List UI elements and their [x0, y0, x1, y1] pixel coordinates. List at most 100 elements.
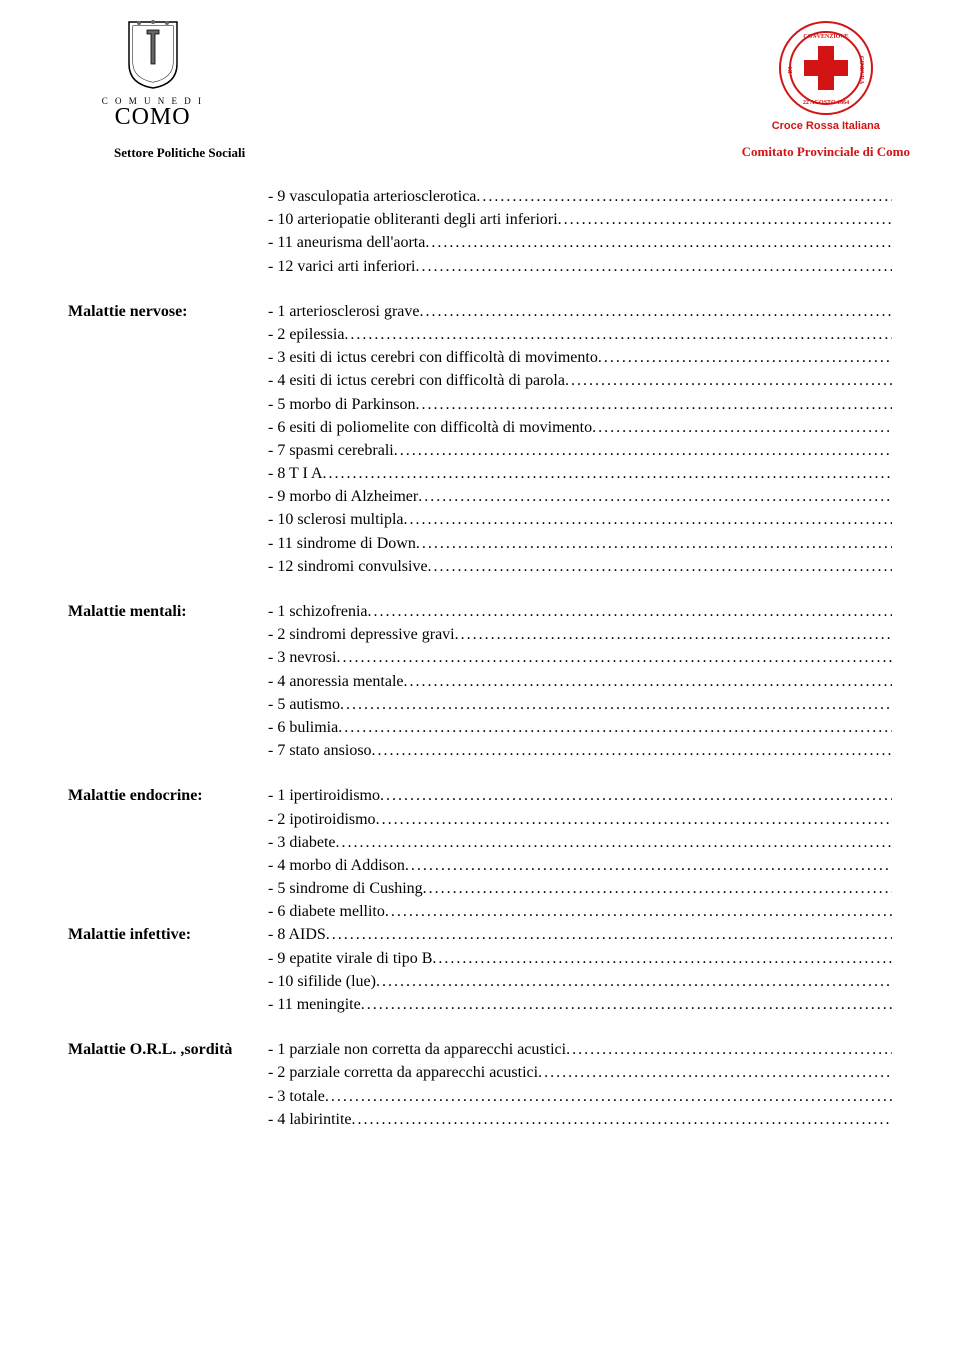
list-item: - 2 sindromi depressive gravi — [268, 623, 892, 646]
list-item: - 2 ipotiroidismo — [268, 808, 892, 831]
list-item-text: - 6 esiti di poliomelite con difficoltà … — [268, 416, 592, 439]
list-item: - 5 morbo di Parkinson — [268, 393, 892, 416]
dot-leader — [423, 877, 892, 900]
list-item: - 6 bulimia — [268, 716, 892, 739]
list-item: - 9 epatite virale di tipo B — [268, 947, 892, 970]
list-item-text: - 1 schizofrenia — [268, 600, 368, 623]
list-item-text: - 5 sindrome di Cushing — [268, 877, 423, 900]
list-item: - 10 arteriopatie obliteranti degli arti… — [268, 208, 892, 231]
dot-leader — [416, 532, 892, 555]
list-item: - 12 sindromi convulsive — [268, 555, 892, 578]
list-item: - 1 ipertiroidismo — [268, 784, 892, 807]
list-item-text: - 2 sindromi depressive gravi — [268, 623, 455, 646]
dot-leader — [428, 555, 892, 578]
list-item: - 2 epilessia — [268, 323, 892, 346]
list-item-text: - 11 aneurisma dell'aorta — [268, 231, 425, 254]
dot-leader — [455, 623, 892, 646]
list-item-text: - 1 ipertiroidismo — [268, 784, 380, 807]
header-left-column: C O M U N E D I COMO Settore Politiche S… — [60, 20, 245, 161]
dot-leader — [338, 716, 892, 739]
list-item: - 1 arteriosclerosi grave — [268, 300, 892, 323]
list-item-text: - 9 epatite virale di tipo B — [268, 947, 432, 970]
dot-leader — [323, 462, 892, 485]
list-item-text: - 4 morbo di Addison — [268, 854, 405, 877]
label-orl: Malattie O.R.L. ,sordità — [68, 1038, 268, 1131]
dot-leader — [405, 854, 892, 877]
dot-leader — [566, 1038, 892, 1061]
dot-leader — [432, 947, 892, 970]
svg-text:DI: DI — [788, 66, 794, 73]
list-item: - 4 labirintite — [268, 1108, 892, 1131]
list-item: - 11 meningite — [268, 993, 892, 1016]
label-infettive: Malattie infettive: — [68, 923, 268, 1016]
list-item-text: - 6 bulimia — [268, 716, 338, 739]
dot-leader — [394, 439, 892, 462]
settore-label: Settore Politiche Sociali — [114, 145, 245, 161]
list-item: - 1 parziale non corretta da apparecchi … — [268, 1038, 892, 1061]
list-item-text: - 10 sclerosi multipla — [268, 508, 404, 531]
body-nervose: - 1 arteriosclerosi grave- 2 epilessia- … — [268, 300, 892, 578]
list-item-text: - 10 arteriopatie obliteranti degli arti… — [268, 208, 558, 231]
list-item: - 10 sifilide (lue) — [268, 970, 892, 993]
dot-leader — [325, 1085, 892, 1108]
svg-text:22 AGOSTO 1864: 22 AGOSTO 1864 — [803, 100, 849, 106]
svg-text:GINEVRA: GINEVRA — [858, 56, 864, 85]
dot-leader — [372, 739, 892, 762]
body-infettive: - 8 AIDS- 9 epatite virale di tipo B- 10… — [268, 923, 892, 1016]
dot-leader — [416, 255, 893, 278]
cri-logo-block: CONVENZIONE 22 AGOSTO 1864 DI GINEVRA Cr… — [742, 20, 910, 160]
section-endocrine: Malattie endocrine: - 1 ipertiroidismo- … — [68, 784, 892, 923]
label-mentali: Malattie mentali: — [68, 600, 268, 762]
document-body: - 9 vasculopatia arteriosclerotica- 10 a… — [0, 161, 960, 1131]
dot-leader — [385, 900, 892, 923]
list-item-text: - 3 diabete — [268, 831, 336, 854]
list-item-text: - 9 morbo di Alzheimer — [268, 485, 418, 508]
list-item-text: - 7 spasmi cerebrali — [268, 439, 394, 462]
dot-leader — [425, 231, 892, 254]
list-item-text: - 8 AIDS — [268, 923, 326, 946]
list-item-text: - 4 labirintite — [268, 1108, 352, 1131]
list-item: - 6 diabete mellito — [268, 900, 892, 923]
list-item-text: - 5 autismo — [268, 693, 340, 716]
list-item: - 3 nevrosi — [268, 646, 892, 669]
list-item: - 6 esiti di poliomelite con difficoltà … — [268, 416, 892, 439]
dot-leader — [376, 808, 892, 831]
list-item-text: - 11 sindrome di Down — [268, 532, 416, 555]
body-orl: - 1 parziale non corretta da apparecchi … — [268, 1038, 892, 1131]
list-item: - 2 parziale corretta da apparecchi acus… — [268, 1061, 892, 1084]
como-coat-of-arms-icon — [125, 20, 181, 90]
como-logo-block: C O M U N E D I COMO — [60, 20, 245, 131]
dot-leader — [404, 670, 893, 693]
list-item: - 8 AIDS — [268, 923, 892, 946]
list-item: - 3 esiti di ictus cerebri con difficolt… — [268, 346, 892, 369]
list-item: - 3 totale — [268, 1085, 892, 1108]
list-item: - 5 sindrome di Cushing — [268, 877, 892, 900]
list-item: - 9 morbo di Alzheimer — [268, 485, 892, 508]
section-nervose: Malattie nervose: - 1 arteriosclerosi gr… — [68, 300, 892, 578]
list-item-text: - 4 esiti di ictus cerebri con difficolt… — [268, 369, 565, 392]
list-item: - 10 sclerosi multipla — [268, 508, 892, 531]
dot-leader — [376, 970, 892, 993]
dot-leader — [558, 208, 892, 231]
page-header: C O M U N E D I COMO Settore Politiche S… — [0, 0, 960, 161]
list-item-text: - 12 varici arti inferiori — [268, 255, 416, 278]
list-item-text: - 7 stato ansioso — [268, 739, 372, 762]
dot-leader — [344, 323, 892, 346]
list-item-text: - 2 epilessia — [268, 323, 344, 346]
list-item: - 4 anoressia mentale — [268, 670, 892, 693]
list-item: - 1 schizofrenia — [268, 600, 892, 623]
list-item-text: - 3 nevrosi — [268, 646, 336, 669]
dot-leader — [476, 185, 892, 208]
list-item: - 7 spasmi cerebrali — [268, 439, 892, 462]
list-item-text: - 8 T I A — [268, 462, 323, 485]
list-item: - 3 diabete — [268, 831, 892, 854]
list-item: - 5 autismo — [268, 693, 892, 716]
label-nervose: Malattie nervose: — [68, 300, 268, 578]
list-item: - 7 stato ansioso — [268, 739, 892, 762]
dot-leader — [336, 646, 892, 669]
list-item-text: - 3 totale — [268, 1085, 325, 1108]
section-mentali: Malattie mentali: - 1 schizofrenia- 2 si… — [68, 600, 892, 762]
section-orl: Malattie O.R.L. ,sordità - 1 parziale no… — [68, 1038, 892, 1131]
dot-leader — [418, 485, 892, 508]
list-item: - 4 morbo di Addison — [268, 854, 892, 877]
